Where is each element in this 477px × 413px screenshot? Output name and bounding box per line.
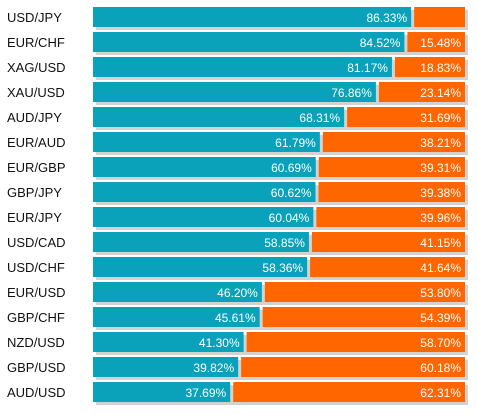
pair-label-aud-usd: AUD/USD bbox=[7, 385, 66, 400]
sell-bar-eur-gbp bbox=[318, 157, 465, 177]
buy-bar-eur-aud bbox=[93, 132, 320, 152]
buy-bar-aud-usd bbox=[93, 382, 231, 402]
buy-value-label-usd-jpy: 86.33% bbox=[366, 11, 407, 25]
sell-bar-xag-usd bbox=[394, 57, 465, 77]
sell-value-label-gbp-chf: 54.39% bbox=[420, 311, 461, 325]
sell-bar-aud-usd bbox=[233, 382, 465, 402]
buy-bar-gbp-jpy bbox=[93, 182, 316, 202]
sell-value-label-xau-usd: 23.14% bbox=[420, 86, 461, 100]
sell-value-label-usd-chf: 41.64% bbox=[420, 261, 461, 275]
sell-bar-eur-aud bbox=[322, 132, 465, 152]
buy-bar-xag-usd bbox=[93, 57, 392, 77]
pair-label-xag-usd: XAG/USD bbox=[7, 60, 66, 75]
buy-value-label-gbp-chf: 45.61% bbox=[215, 311, 256, 325]
sell-bar-eur-usd bbox=[264, 282, 465, 302]
pair-label-usd-cad: USD/CAD bbox=[7, 235, 66, 250]
sell-bar-usd-chf bbox=[310, 257, 465, 277]
pair-label-eur-usd: EUR/USD bbox=[7, 285, 66, 300]
buy-value-label-usd-cad: 58.85% bbox=[264, 236, 305, 250]
buy-bar-eur-chf bbox=[93, 32, 405, 52]
sell-value-label-eur-chf: 15.48% bbox=[420, 36, 461, 50]
pair-label-nzd-usd: NZD/USD bbox=[7, 335, 65, 350]
sell-value-label-eur-usd: 53.80% bbox=[420, 286, 461, 300]
buy-value-label-usd-chf: 58.36% bbox=[262, 261, 303, 275]
pair-label-eur-gbp: EUR/GBP bbox=[7, 160, 66, 175]
buy-value-label-eur-jpy: 60.04% bbox=[269, 211, 310, 225]
sell-bar-gbp-usd bbox=[241, 357, 465, 377]
sell-value-label-gbp-usd: 60.18% bbox=[420, 361, 461, 375]
buy-bar-eur-jpy bbox=[93, 207, 314, 227]
sell-value-label-aud-usd: 62.31% bbox=[420, 386, 461, 400]
sell-bar-nzd-usd bbox=[246, 332, 465, 352]
buy-bar-eur-gbp bbox=[93, 157, 316, 177]
pair-label-xau-usd: XAU/USD bbox=[7, 85, 65, 100]
pair-label-gbp-usd: GBP/USD bbox=[7, 360, 66, 375]
buy-bar-usd-jpy bbox=[93, 7, 412, 27]
buy-value-label-eur-gbp: 60.69% bbox=[271, 161, 312, 175]
pair-label-usd-jpy: USD/JPY bbox=[7, 10, 62, 25]
sell-bar-gbp-chf bbox=[262, 307, 465, 327]
buy-bar-xau-usd bbox=[93, 82, 376, 102]
buy-bar-aud-jpy bbox=[93, 107, 345, 127]
sell-value-label-usd-cad: 41.15% bbox=[420, 236, 461, 250]
sell-value-label-eur-gbp: 39.31% bbox=[420, 161, 461, 175]
buy-bar-eur-usd bbox=[93, 282, 262, 302]
buy-bar-usd-chf bbox=[93, 257, 308, 277]
sell-bar-xau-usd bbox=[378, 82, 465, 102]
buy-value-label-xag-usd: 81.17% bbox=[347, 61, 388, 75]
sell-bar-usd-jpy bbox=[414, 7, 465, 27]
buy-value-label-nzd-usd: 41.30% bbox=[199, 336, 240, 350]
sell-value-label-xag-usd: 18.83% bbox=[420, 61, 461, 75]
buy-value-label-eur-aud: 61.79% bbox=[275, 136, 316, 150]
pair-label-usd-chf: USD/CHF bbox=[7, 260, 65, 275]
buy-bar-usd-cad bbox=[93, 232, 309, 252]
buy-bar-nzd-usd bbox=[93, 332, 244, 352]
sell-bar-eur-jpy bbox=[316, 207, 465, 227]
pair-label-gbp-jpy: GBP/JPY bbox=[7, 185, 62, 200]
sell-value-label-nzd-usd: 58.70% bbox=[420, 336, 461, 350]
pair-label-gbp-chf: GBP/CHF bbox=[7, 310, 65, 325]
buy-value-label-gbp-usd: 39.82% bbox=[193, 361, 234, 375]
pair-label-eur-jpy: EUR/JPY bbox=[7, 210, 62, 225]
buy-value-label-aud-jpy: 68.31% bbox=[299, 111, 340, 125]
sell-value-label-eur-aud: 38.21% bbox=[420, 136, 461, 150]
buy-bar-gbp-usd bbox=[93, 357, 239, 377]
buy-bar-gbp-chf bbox=[93, 307, 260, 327]
buy-value-label-xau-usd: 76.86% bbox=[331, 86, 372, 100]
sell-bar-aud-jpy bbox=[347, 107, 465, 127]
sell-value-label-gbp-jpy: 39.38% bbox=[420, 186, 461, 200]
buy-value-label-aud-usd: 37.69% bbox=[186, 386, 227, 400]
buy-value-label-eur-usd: 46.20% bbox=[217, 286, 258, 300]
sell-bar-eur-chf bbox=[407, 32, 465, 52]
pair-label-aud-jpy: AUD/JPY bbox=[7, 110, 62, 125]
sell-bar-gbp-jpy bbox=[318, 182, 465, 202]
pair-label-eur-chf: EUR/CHF bbox=[7, 35, 65, 50]
sell-bar-usd-cad bbox=[311, 232, 465, 252]
sell-value-label-eur-jpy: 39.96% bbox=[420, 211, 461, 225]
sell-value-label-aud-jpy: 31.69% bbox=[420, 111, 461, 125]
buy-value-label-gbp-jpy: 60.62% bbox=[271, 186, 312, 200]
buy-value-label-eur-chf: 84.52% bbox=[360, 36, 401, 50]
pair-label-eur-aud: EUR/AUD bbox=[7, 135, 66, 150]
